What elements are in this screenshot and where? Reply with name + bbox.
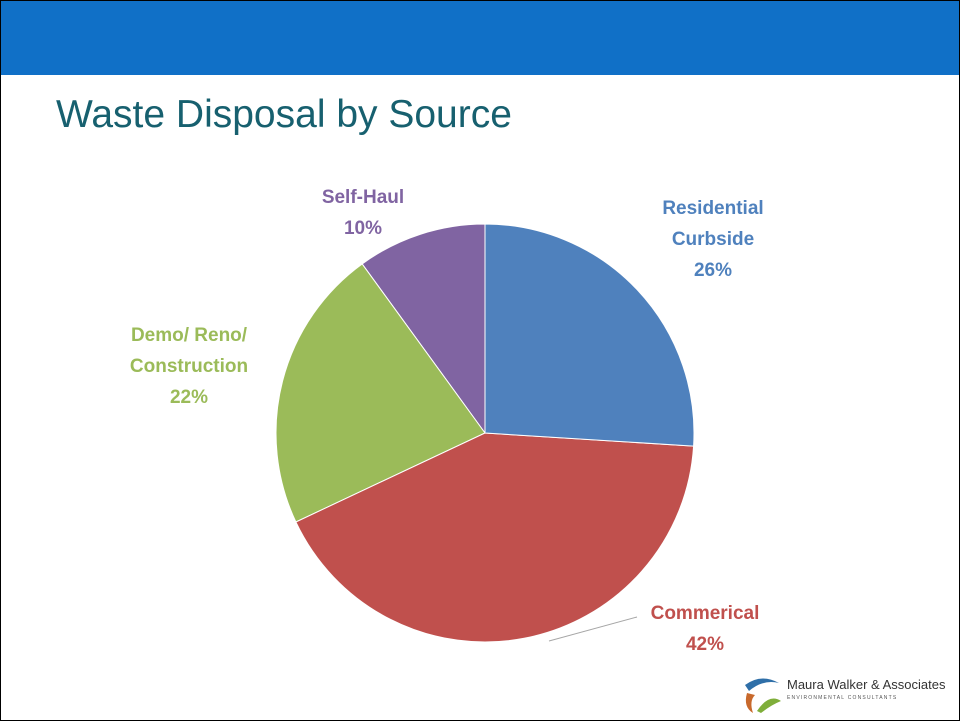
- slice-label: Commerical 42%: [625, 598, 785, 660]
- slice-label: Residential Curbside 26%: [643, 193, 783, 286]
- logo: Maura Walker & Associates ENVIRONMENTAL …: [739, 671, 959, 715]
- category-label: Residential Curbside: [662, 198, 764, 250]
- logo-tagline: ENVIRONMENTAL CONSULTANTS: [787, 695, 898, 701]
- category-label: Commerical: [650, 603, 760, 624]
- slice-label: Demo/ Reno/ Construction 22%: [104, 320, 274, 413]
- logo-name: Maura Walker & Associates: [787, 677, 946, 692]
- pie-slice: [295, 432, 695, 643]
- header-band: [1, 1, 959, 75]
- chart-title: Waste Disposal by Source: [56, 93, 512, 136]
- category-label: Demo/ Reno/ Construction: [129, 325, 249, 377]
- leader-line: [548, 616, 638, 642]
- logo-icon: [745, 678, 781, 713]
- category-label: Self-Haul: [321, 187, 405, 208]
- value-label: 26%: [693, 260, 733, 281]
- slice-label: Self-Haul 10%: [303, 182, 423, 244]
- value-label: 10%: [343, 218, 383, 239]
- value-label: 22%: [169, 387, 209, 408]
- pie-slice: [361, 223, 486, 435]
- value-label: 42%: [685, 634, 725, 655]
- pie-slice: [484, 223, 695, 447]
